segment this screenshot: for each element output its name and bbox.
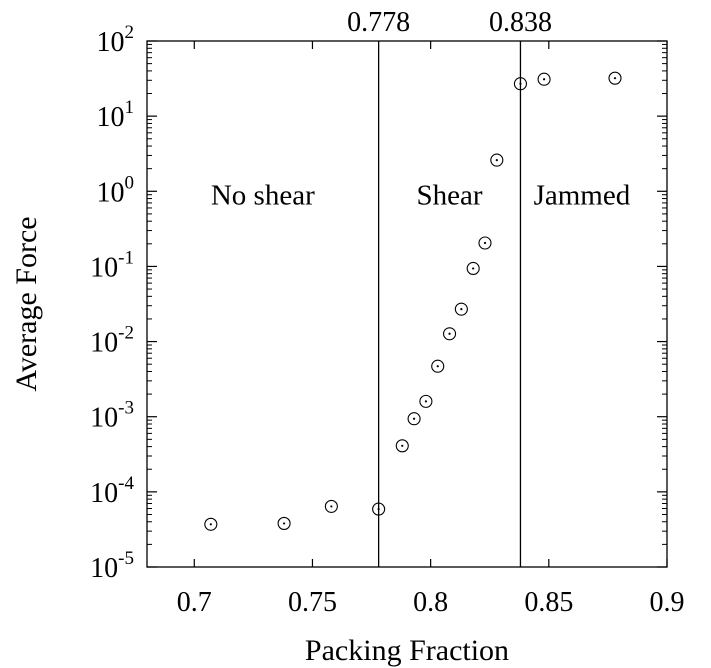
data-point-ring — [204, 517, 218, 531]
data-point — [372, 502, 386, 516]
x-tick-label: 0.8 — [413, 587, 448, 618]
x-tick-label: 0.7 — [177, 587, 212, 618]
vertical-lines: 0.778 0.838 — [347, 7, 552, 567]
data-point — [454, 302, 468, 316]
x-axis-title: Packing Fraction — [305, 634, 509, 667]
data-point-ring — [466, 261, 480, 275]
data-points — [204, 71, 622, 531]
region-label: No shear — [211, 180, 315, 212]
y-tick-label: 100 — [97, 172, 135, 208]
data-point — [395, 439, 409, 453]
data-point-dot — [424, 400, 428, 403]
data-point-dot — [495, 159, 498, 162]
data-point-ring — [478, 236, 492, 250]
data-point — [407, 412, 421, 426]
data-point-dot — [401, 444, 404, 447]
y-tick-label: 10-2 — [90, 323, 134, 359]
x-tick-label: 0.85 — [524, 587, 573, 618]
y-tick-label: 10-5 — [90, 548, 134, 584]
data-point — [324, 499, 338, 513]
data-point-dot — [448, 332, 451, 335]
data-point-dot — [330, 505, 333, 508]
data-point-dot — [542, 78, 546, 81]
y-tick-label: 10-3 — [90, 398, 134, 434]
ticks: 0.7 0.75 0.8 0.85 0.9 10-5 10-4 10-3 10-2 10-1 100… — [90, 22, 684, 618]
data-point-dot — [412, 417, 416, 420]
data-point-dot — [209, 523, 212, 526]
plot-frame — [146, 40, 668, 568]
data-point-ring — [442, 327, 457, 341]
data-point-dot — [483, 241, 487, 245]
data-point-dot — [460, 308, 463, 311]
data-point-ring — [407, 412, 421, 426]
data-point — [478, 236, 492, 250]
data-point-ring — [537, 72, 551, 86]
data-point-ring — [372, 502, 386, 516]
data-point-ring — [608, 71, 622, 85]
data-point-dot — [436, 365, 439, 368]
data-point-ring — [277, 516, 291, 530]
data-point-dot — [377, 507, 380, 511]
annotations: No shear Shear Jammed — [211, 180, 631, 212]
y-tick-label: 10-4 — [90, 473, 134, 509]
data-point-dot — [472, 267, 475, 270]
data-point-ring — [419, 394, 433, 408]
data-point-dot — [519, 82, 522, 85]
data-point-ring — [395, 439, 409, 453]
x-tick-label: 0.9 — [650, 587, 685, 618]
data-point-dot — [613, 77, 617, 80]
data-point — [490, 153, 504, 167]
data-point — [608, 71, 622, 85]
data-point-ring — [454, 302, 468, 316]
y-tick-label: 102 — [97, 22, 135, 58]
data-point — [442, 327, 457, 341]
region-label: Shear — [417, 180, 483, 212]
data-point — [419, 394, 433, 408]
data-point-ring — [513, 77, 528, 91]
data-point — [537, 72, 551, 86]
data-point-ring — [431, 359, 445, 373]
y-tick-label: 101 — [97, 97, 135, 133]
y-tick-label: 10-1 — [90, 247, 134, 283]
data-point — [277, 516, 291, 530]
x-tick-label: 0.75 — [288, 587, 337, 618]
data-point — [513, 77, 528, 91]
data-point-dot — [282, 522, 286, 525]
threshold-label: 0.838 — [489, 7, 552, 38]
y-axis-title: Average Force — [10, 216, 43, 391]
data-point-ring — [490, 153, 504, 167]
threshold-label: 0.778 — [347, 7, 410, 38]
region-label: Jammed — [534, 180, 631, 212]
data-point-ring — [324, 499, 338, 513]
data-point — [431, 359, 445, 373]
data-point — [204, 517, 218, 531]
data-point — [466, 261, 480, 275]
